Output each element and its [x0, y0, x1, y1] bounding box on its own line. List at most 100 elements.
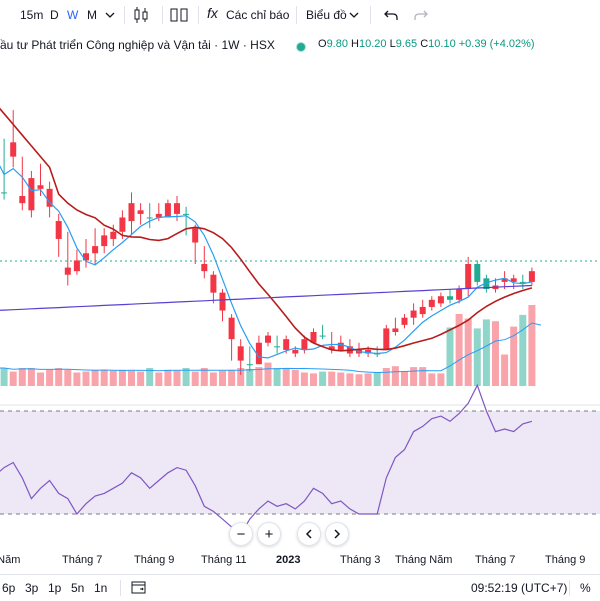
- candle: [383, 324, 390, 350]
- volume-bar: [228, 369, 236, 386]
- volume-ma-line: [0, 322, 542, 374]
- volume-bar: [428, 373, 436, 386]
- volume-bar: [118, 369, 126, 386]
- candle: [310, 328, 317, 343]
- volume-bar: [255, 367, 263, 386]
- volume-bar: [173, 370, 181, 386]
- percent-scale-toggle[interactable]: %: [580, 581, 591, 595]
- candle: [19, 156, 26, 211]
- candle: [137, 203, 144, 225]
- time-axis-label: Tháng 9: [545, 554, 585, 566]
- plus-icon: +: [264, 525, 274, 543]
- indicators-icon[interactable]: fx: [207, 5, 218, 21]
- zoom-in-button[interactable]: +: [257, 522, 281, 546]
- interval-15m-button[interactable]: 15m: [20, 8, 44, 22]
- candle: [183, 206, 190, 236]
- candle: [37, 163, 44, 196]
- volume-bar: [55, 368, 63, 386]
- zoom-out-button[interactable]: −: [229, 522, 253, 546]
- open-label: O: [318, 38, 327, 50]
- time-axis-label: Tháng 3: [340, 554, 380, 566]
- volume-bar: [191, 371, 199, 386]
- date-range-icon[interactable]: [131, 579, 147, 598]
- bottom-toolbar: 6p 3p 1p 5n 1n 09:52:19 (UTC+7) %: [0, 574, 600, 601]
- volume-bar: [264, 362, 272, 386]
- volume-bar: [0, 368, 8, 386]
- candle: [374, 346, 381, 358]
- candle: [146, 203, 153, 229]
- top-toolbar: 15m D W M fx Các chỉ báo Biểu đồ: [0, 0, 600, 30]
- scroll-left-button[interactable]: [297, 522, 321, 546]
- candle: [337, 335, 344, 350]
- volume-bar: [200, 368, 208, 386]
- chart-layout-button[interactable]: Biểu đồ: [306, 8, 347, 22]
- chart-layout-dropdown-icon[interactable]: [349, 8, 359, 24]
- candle: [210, 271, 217, 304]
- time-axis-label: 2023: [276, 554, 300, 566]
- minus-icon: −: [236, 525, 246, 543]
- moving-averages: [0, 107, 542, 374]
- volume-bar: [364, 373, 372, 386]
- bottom-separator: [120, 580, 121, 596]
- volume-bar: [455, 314, 463, 386]
- scroll-right-button[interactable]: [325, 522, 349, 546]
- ma-fast-line: [0, 165, 533, 359]
- volume-bar: [146, 368, 154, 386]
- close-value: 10.10: [428, 38, 456, 50]
- volume-bar: [64, 369, 72, 386]
- interval-day-button[interactable]: D: [50, 8, 59, 22]
- candle: [92, 228, 99, 264]
- volume-bar: [246, 368, 254, 386]
- range-6m-button[interactable]: 6p: [2, 581, 16, 595]
- compare-icon[interactable]: [170, 6, 188, 22]
- redo-icon[interactable]: [413, 7, 429, 23]
- rsi-line: [0, 383, 533, 536]
- time-axis-label: Tháng 11: [201, 554, 247, 566]
- candle: [110, 224, 117, 247]
- volume-bar: [446, 327, 454, 386]
- rsi-band: [0, 411, 600, 514]
- range-1m-button[interactable]: 1p: [48, 581, 62, 595]
- volume-bar: [473, 328, 481, 386]
- candle: [164, 199, 171, 218]
- candle: [474, 260, 481, 286]
- range-3m-button[interactable]: 3p: [25, 581, 39, 595]
- volume-bar: [46, 369, 54, 386]
- volume-bar: [273, 368, 281, 386]
- range-1d-button[interactable]: 1n: [94, 581, 108, 595]
- symbol-name[interactable]: ầu tư Phát triển Công nghiệp và Vận tải …: [0, 38, 275, 52]
- candle: [246, 346, 253, 372]
- candle: [501, 271, 508, 290]
- time-axis-label: Tháng 9: [134, 554, 174, 566]
- chevron-right-icon: [334, 529, 341, 539]
- clock-timezone[interactable]: 09:52:19 (UTC+7): [471, 581, 568, 595]
- volume-bar: [282, 368, 290, 386]
- volume-bar: [91, 369, 99, 386]
- interval-week-button[interactable]: W: [67, 8, 79, 22]
- volume-bar: [355, 374, 363, 386]
- candle: [392, 317, 399, 336]
- time-axis-label: Tháng Năm: [395, 554, 452, 566]
- undo-icon[interactable]: [383, 7, 399, 23]
- time-axis[interactable]: g Năm Tháng 7 Tháng 9 Tháng 11 2023 Tháng 3 Th…: [0, 554, 585, 566]
- candles-chart-type-icon[interactable]: [133, 6, 149, 23]
- candle: [519, 274, 526, 290]
- candle: [83, 238, 89, 268]
- volume-bar: [209, 372, 217, 386]
- volume-bar: [401, 371, 408, 386]
- interval-dropdown-icon[interactable]: [105, 8, 115, 24]
- candle: [265, 332, 271, 347]
- indicators-button[interactable]: Các chỉ báo: [226, 8, 290, 22]
- range-5d-button[interactable]: 5n: [71, 581, 85, 595]
- open-value: 9.80: [326, 38, 348, 50]
- price-chart[interactable]: g Năm Tháng 7 Tháng 9 Tháng 11 2023 Tháng 3 Th…: [0, 0, 600, 574]
- volume-bar: [501, 354, 509, 386]
- volume-bar: [328, 371, 336, 386]
- candle: [255, 335, 262, 365]
- change-value: +0.39 (+4.02%): [458, 38, 535, 50]
- interval-month-button[interactable]: M: [87, 8, 97, 22]
- candle: [28, 170, 35, 218]
- candle: [46, 181, 53, 218]
- bottom-separator-2: [569, 580, 570, 596]
- low-value: 9.65: [395, 38, 418, 50]
